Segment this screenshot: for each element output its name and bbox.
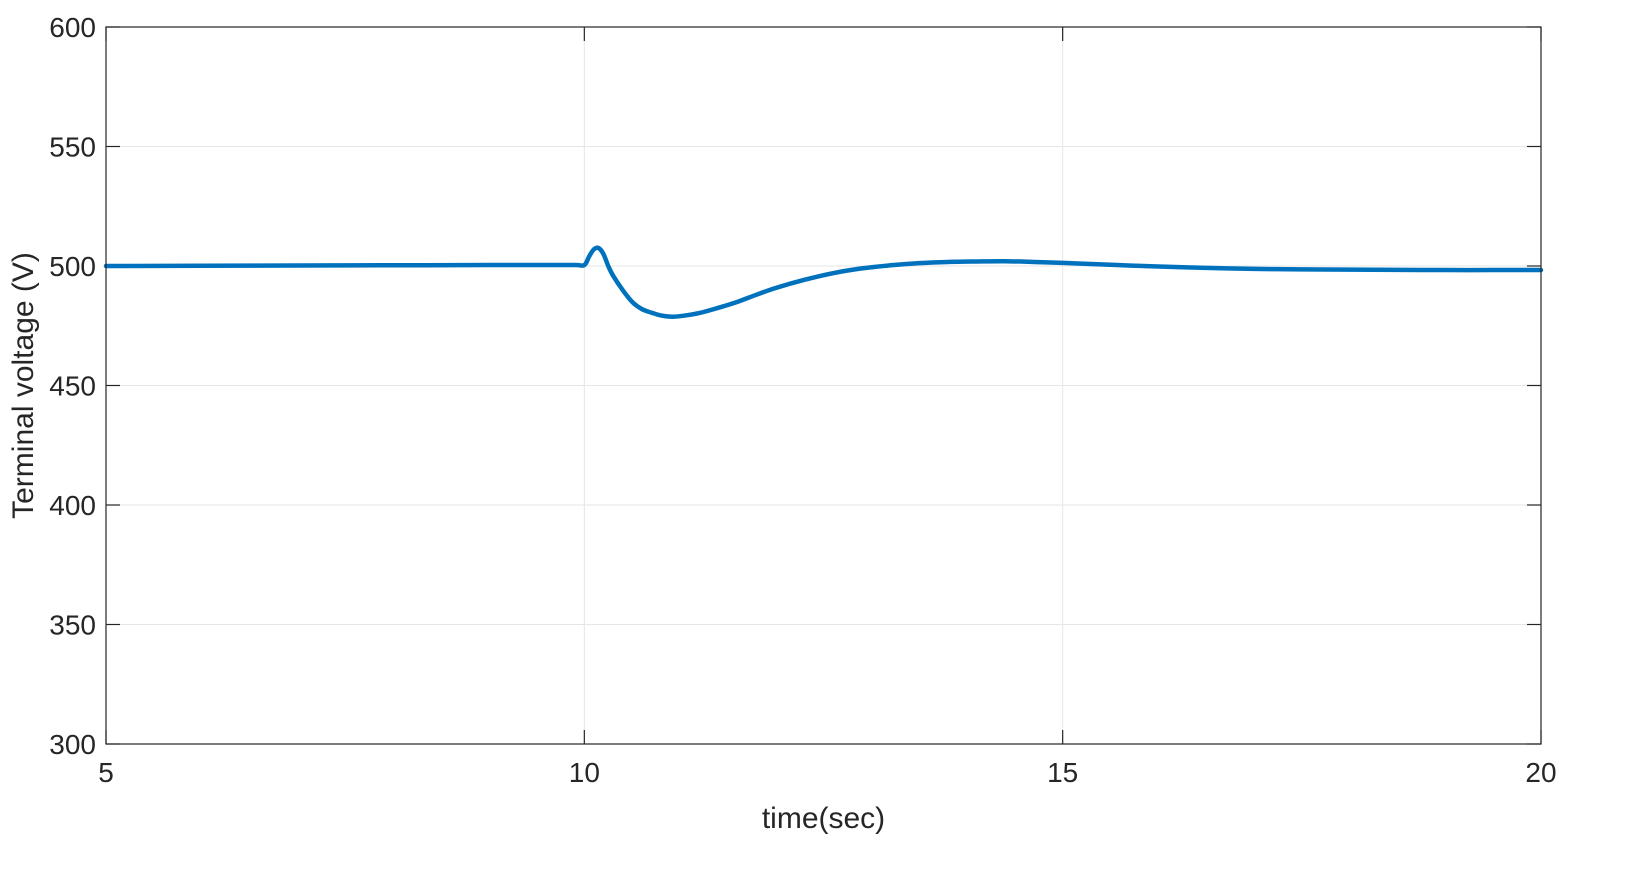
y-tick-label: 550 (49, 132, 96, 163)
y-tick-label: 450 (49, 371, 96, 402)
tick-labels: 300 350 400 450 500 550 600 5 10 15 20 (49, 12, 1556, 788)
x-tick-label: 10 (569, 757, 600, 788)
y-tick-label: 600 (49, 12, 96, 43)
y-axis-label: Terminal voltage (V) (7, 252, 40, 519)
axes-box (105, 26, 1542, 745)
y-tick-label: 300 (49, 729, 96, 760)
x-axis-label: time(sec) (762, 802, 885, 835)
x-tick-label: 5 (98, 757, 114, 788)
y-tick-label: 400 (49, 490, 96, 521)
y-tick-label: 350 (49, 610, 96, 641)
x-tick-label: 20 (1525, 757, 1556, 788)
series-line (103, 245, 1544, 319)
y-tick-label: 500 (49, 251, 96, 282)
series-layer (103, 245, 1544, 319)
x-tick-label: 15 (1047, 757, 1078, 788)
